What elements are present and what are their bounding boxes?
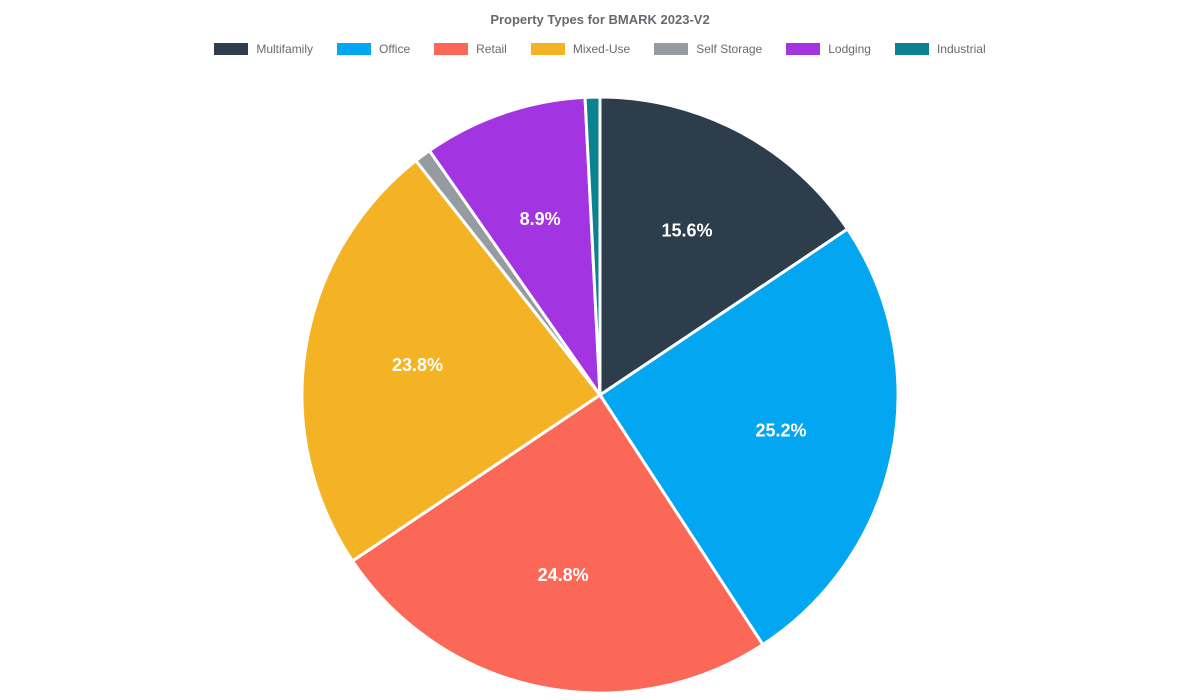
legend-label: Self Storage	[696, 42, 762, 56]
legend-label: Retail	[476, 42, 507, 56]
legend-swatch	[434, 43, 468, 55]
legend-label: Lodging	[828, 42, 871, 56]
pie-chart-container: Property Types for BMARK 2023-V2 Multifa…	[0, 0, 1200, 700]
legend-label: Office	[379, 42, 410, 56]
legend-label: Multifamily	[256, 42, 313, 56]
legend-item-office[interactable]: Office	[337, 42, 410, 56]
legend-swatch	[895, 43, 929, 55]
slice-label: 15.6%	[661, 221, 712, 241]
chart-legend: Multifamily Office Retail Mixed-Use Self Sto…	[0, 42, 1200, 56]
legend-label: Industrial	[937, 42, 986, 56]
slice-label: 23.8%	[392, 355, 443, 375]
legend-swatch	[786, 43, 820, 55]
legend-item-multifamily[interactable]: Multifamily	[214, 42, 313, 56]
legend-item-lodging[interactable]: Lodging	[786, 42, 871, 56]
legend-swatch	[654, 43, 688, 55]
pie-svg: 15.6% 25.2% 24.8% 23.8% 8.9%	[0, 80, 1200, 700]
legend-swatch	[531, 43, 565, 55]
legend-item-mixed-use[interactable]: Mixed-Use	[531, 42, 630, 56]
legend-item-retail[interactable]: Retail	[434, 42, 507, 56]
chart-title: Property Types for BMARK 2023-V2	[0, 12, 1200, 27]
legend-swatch	[214, 43, 248, 55]
slice-label: 24.8%	[538, 565, 589, 585]
slice-label: 25.2%	[756, 421, 807, 441]
legend-swatch	[337, 43, 371, 55]
legend-item-self-storage[interactable]: Self Storage	[654, 42, 762, 56]
slice-label: 8.9%	[520, 209, 561, 229]
pie-area: 15.6% 25.2% 24.8% 23.8% 8.9%	[0, 80, 1200, 700]
legend-item-industrial[interactable]: Industrial	[895, 42, 986, 56]
legend-label: Mixed-Use	[573, 42, 630, 56]
